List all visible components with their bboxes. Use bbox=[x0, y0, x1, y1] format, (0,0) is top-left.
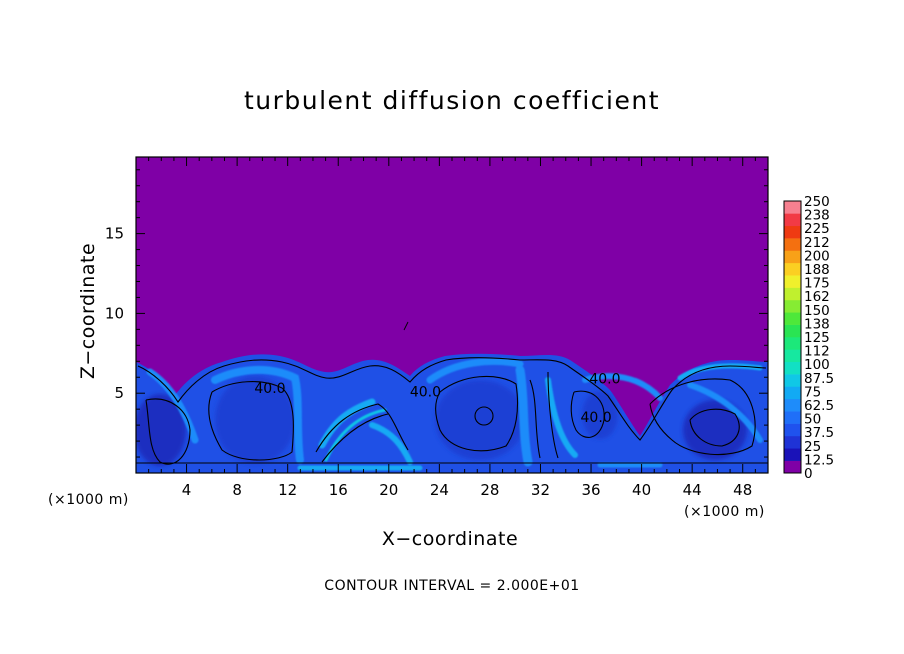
y-tick-label: 5 bbox=[114, 384, 124, 402]
contour-label: 40.0 bbox=[254, 381, 285, 397]
colorbar-swatch bbox=[784, 213, 801, 227]
colorbar-label: 87.5 bbox=[804, 371, 834, 387]
colorbar-swatch bbox=[784, 448, 801, 461]
x-tick-label: 20 bbox=[379, 481, 398, 499]
contour-label: 40.0 bbox=[410, 384, 441, 400]
y-tick-label: 10 bbox=[105, 304, 124, 322]
colorbar: 012.52537.55062.57587.510011212513815016… bbox=[783, 194, 834, 482]
colorbar-label: 62.5 bbox=[804, 398, 834, 414]
x-tick-label: 24 bbox=[430, 481, 449, 499]
colorbar-swatch bbox=[784, 201, 801, 214]
contour-label: 40.0 bbox=[589, 372, 620, 388]
colorbar-label: 200 bbox=[804, 248, 830, 264]
colorbar-label: 212 bbox=[804, 235, 830, 251]
colorbar-swatch bbox=[784, 460, 801, 474]
x-tick-label: 16 bbox=[329, 481, 348, 499]
colorbar-swatch bbox=[784, 411, 801, 424]
colorbar-swatch bbox=[784, 374, 801, 387]
x-tick-label: 32 bbox=[531, 481, 550, 499]
colorbar-label: 12.5 bbox=[804, 452, 834, 468]
colorbar-swatch bbox=[784, 349, 801, 363]
colorbar-label: 37.5 bbox=[804, 425, 834, 441]
x-tick-label: 28 bbox=[480, 481, 499, 499]
x-tick-label: 36 bbox=[581, 481, 600, 499]
colorbar-label: 225 bbox=[804, 221, 830, 237]
colorbar-swatch bbox=[784, 238, 801, 251]
colorbar-swatch bbox=[784, 337, 801, 350]
x-tick-label: 8 bbox=[232, 481, 242, 499]
colorbar-label: 150 bbox=[804, 303, 830, 319]
colorbar-swatch bbox=[784, 435, 801, 449]
x-axis-label: X−coordinate bbox=[381, 528, 519, 550]
colorbar-frame bbox=[783, 200, 802, 474]
colorbar-label: 100 bbox=[804, 357, 830, 373]
colorbar-label: 75 bbox=[804, 384, 821, 400]
colorbar-label: 250 bbox=[804, 194, 830, 210]
colorbar-label: 0 bbox=[804, 466, 813, 482]
colorbar-swatch bbox=[784, 275, 801, 288]
colorbar-swatch bbox=[784, 312, 801, 325]
colorbar-label: 25 bbox=[804, 439, 821, 455]
colorbar-swatch bbox=[784, 262, 801, 276]
colorbar-swatch bbox=[784, 386, 801, 400]
chart-title: turbulent diffusion coefficient bbox=[243, 86, 661, 115]
x-tick-label: 44 bbox=[683, 481, 702, 499]
x-tick-label: 40 bbox=[632, 481, 651, 499]
colorbar-label: 112 bbox=[804, 344, 830, 360]
colorbar-label: 162 bbox=[804, 289, 830, 305]
colorbar-label: 138 bbox=[804, 316, 830, 332]
colorbar-swatch bbox=[784, 299, 801, 313]
colorbar-label: 175 bbox=[804, 276, 830, 292]
y-tick-label: 15 bbox=[105, 225, 124, 243]
colorbar-swatch bbox=[784, 423, 801, 437]
x-axis: 4 8 12 16 20 24 28 32 36 40 44 48 bbox=[148, 157, 756, 499]
colorbar-swatch bbox=[784, 225, 801, 239]
x-axis-unit-right: (×1000 m) bbox=[684, 504, 765, 520]
colorbar-label: 50 bbox=[804, 412, 821, 428]
colorbar-swatch bbox=[784, 250, 801, 264]
x-tick-label: 48 bbox=[733, 481, 752, 499]
colorbar-swatch bbox=[784, 398, 801, 412]
colorbar-swatch bbox=[784, 361, 801, 375]
contour-interval-note: CONTOUR INTERVAL = 2.000E+01 bbox=[324, 578, 580, 594]
x-tick-label: 4 bbox=[182, 481, 192, 499]
field-rendering: 40.0 40.0 40.0 40.0 bbox=[136, 321, 768, 473]
colorbar-label: 238 bbox=[804, 208, 830, 224]
contour-label: 40.0 bbox=[581, 410, 612, 426]
colorbar-label: 125 bbox=[804, 330, 830, 346]
x-axis-unit-left: (×1000 m) bbox=[48, 492, 129, 508]
y-axis: 5 10 15 bbox=[105, 169, 768, 458]
x-tick-label: 12 bbox=[278, 481, 297, 499]
colorbar-swatch bbox=[784, 287, 801, 301]
colorbar-label: 188 bbox=[804, 262, 830, 278]
colorbar-swatch bbox=[784, 324, 801, 338]
